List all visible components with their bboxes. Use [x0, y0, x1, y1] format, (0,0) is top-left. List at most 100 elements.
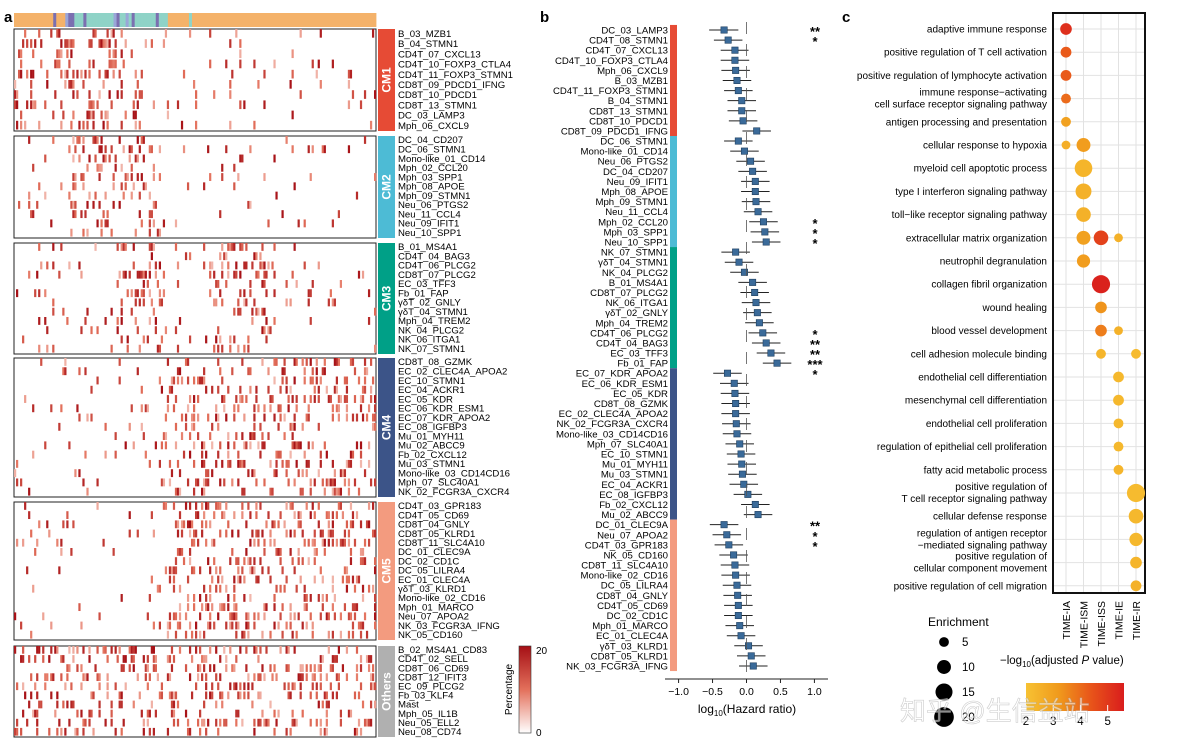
- heatmap-cell: [197, 511, 200, 520]
- hr-point: [732, 571, 740, 579]
- forest-row-label: CD4T_10_FOXP3_CTLA4: [555, 56, 669, 67]
- heatmap-cell: [249, 145, 252, 154]
- heatmap-cell: [221, 298, 224, 307]
- heatmap-cell: [281, 376, 284, 385]
- heatmap-cell: [82, 120, 85, 130]
- heatmap-cell: [359, 630, 363, 639]
- heatmap-cell: [341, 538, 345, 547]
- heatmap-cell: [291, 718, 294, 727]
- heatmap-cell: [213, 538, 216, 547]
- heatmap-cell: [168, 621, 172, 630]
- annotation-segment: [86, 13, 90, 27]
- heatmap-cell: [168, 673, 172, 682]
- heatmap-cell: [299, 673, 302, 682]
- heatmap-row-label: NK_06_ITGA1: [398, 335, 460, 346]
- heatmap-cell: [233, 584, 236, 593]
- heatmap-cell: [78, 603, 81, 612]
- heatmap-cell: [217, 612, 220, 621]
- heatmap-cell: [201, 487, 204, 496]
- heatmap-cell: [299, 691, 302, 700]
- heatmap-cell: [154, 664, 157, 672]
- dotplot-x-label: TIME-ISM: [1079, 601, 1091, 648]
- heatmap-cell: [285, 280, 288, 288]
- heatmap-cell: [152, 529, 155, 538]
- heatmap-cell: [363, 376, 367, 385]
- heatmap-cell: [289, 450, 292, 459]
- heatmap-cell: [190, 538, 194, 547]
- heatmap-cell: [146, 655, 149, 663]
- heatmap-cell: [178, 487, 182, 496]
- heatmap-cell: [52, 673, 55, 682]
- enrichment-dot: [1061, 93, 1071, 104]
- heatmap-cell: [134, 110, 137, 120]
- heatmap-cell: [219, 252, 222, 261]
- heatmap-cell: [353, 584, 357, 593]
- forest-group-bar: [670, 247, 677, 369]
- term-label: T cell receptor signaling pathway: [902, 494, 1047, 505]
- heatmap-cell: [56, 691, 59, 700]
- heatmap-cell: [279, 646, 282, 654]
- heatmap-cell: [343, 376, 347, 385]
- heatmap-cell: [42, 612, 45, 621]
- heatmap-cell: [195, 120, 198, 130]
- heatmap-cell: [223, 478, 226, 487]
- heatmap-cell: [128, 270, 131, 279]
- top-annotation-bar: [14, 13, 377, 27]
- heatmap-cell: [267, 718, 270, 727]
- heatmap-cell: [174, 395, 178, 403]
- heatmap-cell: [20, 110, 23, 120]
- heatmap-cell: [229, 646, 232, 654]
- enrichment-dot: [1076, 207, 1091, 222]
- heatmap-cell: [160, 441, 164, 450]
- heatmap-cell: [205, 673, 208, 682]
- heatmap-cell: [60, 69, 63, 79]
- pvalue-tick-label: 4: [1077, 716, 1084, 728]
- forest-row-label: Mu_02_ABCC9: [601, 510, 668, 521]
- heatmap-cell: [192, 441, 196, 450]
- annotation-segment: [98, 13, 102, 27]
- heatmap-cell: [231, 529, 234, 538]
- heatmap-cell: [30, 69, 33, 79]
- heatmap-cell: [182, 145, 186, 154]
- heatmap-cell: [82, 228, 85, 237]
- heatmap-cell: [287, 478, 290, 487]
- heatmap-row-label: Mph_07_SLC40A1: [398, 478, 479, 489]
- heatmap-cell: [158, 145, 162, 154]
- annotation-segment: [246, 13, 250, 27]
- heatmap-cell: [152, 655, 155, 663]
- heatmap-cell: [150, 210, 153, 219]
- forest-row-label: CD8T_11_SLC4A10: [581, 561, 668, 572]
- heatmap-cell: [251, 682, 254, 691]
- module-color-bar: [378, 136, 395, 238]
- heatmap-module-box: [13, 135, 377, 239]
- annotation-segment: [336, 13, 341, 27]
- enrichment-dot: [1076, 230, 1091, 245]
- heatmap-cell: [213, 621, 216, 630]
- heatmap-cell: [195, 630, 198, 639]
- significance-mark: *: [812, 236, 818, 251]
- heatmap-row-label: DC_04_CD207: [398, 135, 463, 146]
- heatmap-cell: [235, 270, 238, 279]
- heatmap-cell: [267, 566, 270, 575]
- heatmap-cell: [273, 621, 276, 630]
- heatmap-cell: [285, 529, 288, 538]
- annotation-segment: [125, 13, 130, 27]
- heatmap-cell: [251, 317, 254, 325]
- heatmap-cell: [231, 621, 234, 630]
- significance-mark: *: [812, 367, 818, 382]
- heatmap-cell: [273, 709, 276, 718]
- annotation-segment: [255, 13, 259, 27]
- heatmap-cell: [253, 413, 256, 422]
- annotation-segment: [146, 13, 151, 27]
- heatmap-cell: [46, 261, 49, 270]
- heatmap-cell: [30, 691, 33, 700]
- heatmap-cell: [138, 691, 141, 700]
- heatmap-cell: [221, 173, 224, 181]
- heatmap-cell: [114, 163, 117, 172]
- heatmap-cell: [363, 469, 367, 478]
- heatmap-cell: [64, 358, 67, 366]
- heatmap-cell: [62, 307, 65, 316]
- heatmap-cell: [182, 520, 186, 529]
- size-legend-dot: [937, 660, 951, 674]
